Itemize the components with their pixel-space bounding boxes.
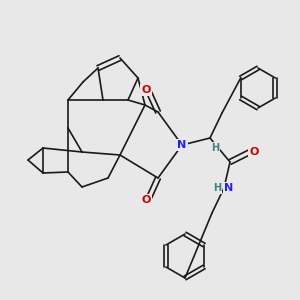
Text: H: H — [211, 143, 219, 153]
Text: N: N — [177, 140, 187, 150]
Text: O: O — [249, 147, 259, 157]
Text: O: O — [141, 85, 151, 95]
Text: N: N — [224, 183, 234, 193]
Text: O: O — [141, 195, 151, 205]
Text: H: H — [213, 183, 221, 193]
